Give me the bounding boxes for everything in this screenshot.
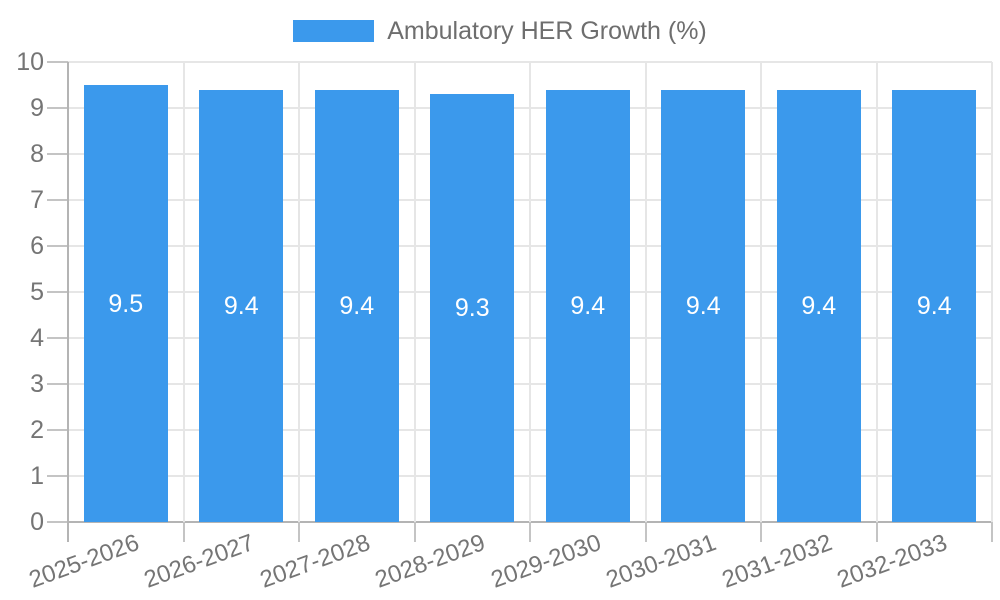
bar-value-label: 9.4 xyxy=(223,291,259,320)
bar-value-label: 9.4 xyxy=(916,291,952,320)
y-axis-tick xyxy=(47,291,68,293)
y-tick-label: 5 xyxy=(30,278,44,306)
x-axis-tick xyxy=(182,522,185,542)
plot-area: 0 1 2 3 4 5 6 7 8 9 10 9.5 9.4 9.4 9.3 9.4 9.4 9.4 9.4 2025… xyxy=(16,48,993,594)
x-axis-tick xyxy=(991,522,993,542)
x-tick-label: 2027-2028 xyxy=(256,529,374,594)
x-axis-tick xyxy=(529,522,531,542)
y-tick-label: 1 xyxy=(30,462,44,490)
bar[interactable]: 9.4 xyxy=(776,89,861,522)
bar-value-label: 9.4 xyxy=(685,291,721,320)
x-tick-label: 2028-2029 xyxy=(372,529,490,594)
bar-value-label: 9.4 xyxy=(339,291,375,320)
y-axis-tick xyxy=(47,245,68,247)
gridline-vertical xyxy=(875,62,878,522)
bar[interactable]: 9.4 xyxy=(199,89,284,522)
bar[interactable]: 9.5 xyxy=(83,85,168,522)
gridline-vertical xyxy=(644,62,647,522)
y-axis-tick xyxy=(47,429,68,431)
y-tick-label: 9 xyxy=(30,94,44,122)
gridline-vertical xyxy=(991,62,993,522)
y-axis-line xyxy=(67,62,69,542)
bar-value-label: 9.5 xyxy=(108,289,144,318)
y-tick-label: 6 xyxy=(30,232,44,260)
gridline-vertical xyxy=(413,62,416,522)
x-axis-tick xyxy=(644,522,647,542)
bar[interactable]: 9.4 xyxy=(314,89,399,522)
y-axis-tick xyxy=(47,199,68,201)
bar-value-label: 9.4 xyxy=(570,291,606,320)
y-tick-label: 2 xyxy=(30,416,44,444)
x-axis-tick xyxy=(760,522,762,542)
y-axis-tick xyxy=(47,521,68,523)
y-axis-tick xyxy=(47,475,68,477)
x-tick-label: 2032-2033 xyxy=(834,529,952,594)
y-axis-tick xyxy=(47,337,68,339)
y-axis-tick xyxy=(47,61,68,63)
y-tick-label: 8 xyxy=(30,140,44,168)
x-axis-tick xyxy=(298,522,300,542)
x-tick-label: 2030-2031 xyxy=(603,529,721,594)
gridline-vertical xyxy=(182,62,185,522)
y-tick-label: 10 xyxy=(16,48,44,76)
y-tick-label: 3 xyxy=(30,370,44,398)
x-tick-label: 2025-2026 xyxy=(25,529,143,594)
y-tick-label: 4 xyxy=(30,324,44,352)
y-axis-tick xyxy=(47,383,68,385)
bar[interactable]: 9.3 xyxy=(430,94,515,522)
y-axis-tick xyxy=(47,107,68,109)
bar[interactable]: 9.4 xyxy=(892,89,977,522)
x-tick-label: 2029-2030 xyxy=(487,529,605,594)
y-tick-label: 7 xyxy=(30,186,44,214)
x-axis-tick xyxy=(875,522,878,542)
bar[interactable]: 9.4 xyxy=(661,89,746,522)
x-tick-label: 2031-2032 xyxy=(718,529,836,594)
bar[interactable]: 9.4 xyxy=(545,89,630,522)
gridline-vertical xyxy=(760,62,762,522)
bar-value-label: 9.3 xyxy=(454,294,490,323)
y-axis-tick xyxy=(47,153,68,155)
x-tick-label: 2026-2027 xyxy=(141,529,259,594)
x-axis-tick xyxy=(413,522,416,542)
gridline-vertical xyxy=(529,62,531,522)
bar-value-label: 9.4 xyxy=(801,291,837,320)
y-tick-label: 0 xyxy=(30,508,44,536)
legend-swatch xyxy=(293,20,375,42)
legend-label: Ambulatory HER Growth (%) xyxy=(387,17,707,45)
gridline-vertical xyxy=(298,62,300,522)
chart-legend: Ambulatory HER Growth (%) xyxy=(0,16,1000,46)
